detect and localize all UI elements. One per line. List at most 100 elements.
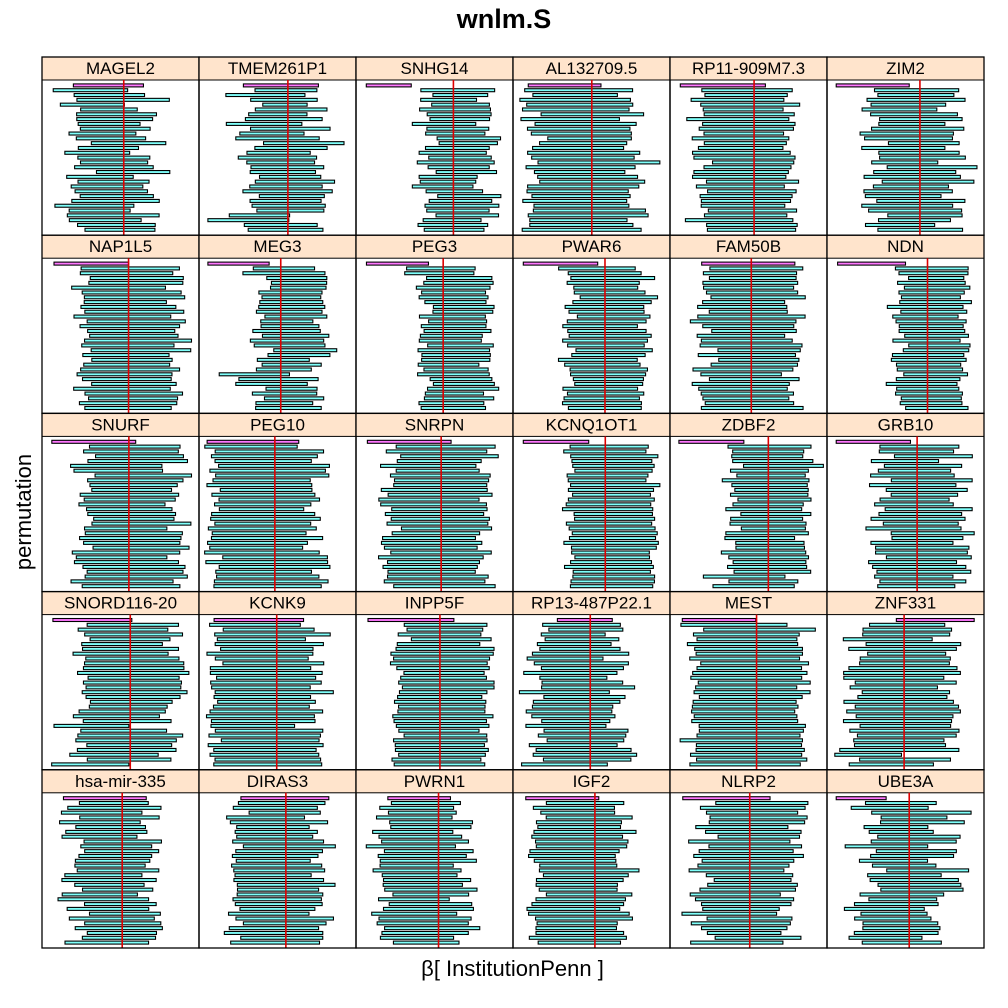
permutation-bar — [727, 564, 808, 569]
permutation-bar — [66, 213, 160, 218]
permutation-bar — [88, 396, 179, 401]
permutation-bar — [711, 160, 795, 165]
observed-bar — [895, 617, 975, 623]
permutation-bar — [252, 328, 321, 334]
permutation-bar — [219, 487, 313, 492]
permutation-bar — [79, 160, 149, 165]
panel-strip-label: TMEM261P1 — [228, 59, 327, 78]
permutation-bar — [384, 887, 478, 892]
permutation-bar — [406, 627, 484, 632]
permutation-bar — [547, 136, 632, 141]
permutation-bar — [84, 632, 184, 637]
permutation-bar — [403, 670, 485, 675]
permutation-bar — [540, 632, 606, 637]
permutation-bar — [210, 723, 296, 728]
permutation-bar — [692, 632, 800, 637]
permutation-bar — [859, 757, 951, 762]
permutation-bar — [65, 829, 148, 834]
permutation-bar — [572, 492, 651, 497]
permutation-bar — [572, 574, 656, 579]
permutation-bar — [898, 271, 969, 276]
permutation-bar — [382, 882, 463, 887]
permutation-bar — [395, 444, 496, 449]
permutation-bar — [520, 117, 620, 122]
permutation-bar — [870, 540, 954, 545]
permutation-bar — [59, 820, 141, 825]
permutation-bar — [868, 622, 946, 627]
permutation-bar — [563, 540, 659, 545]
permutation-bar — [398, 728, 480, 733]
permutation-bar — [80, 844, 153, 849]
permutation-bar — [396, 459, 482, 464]
permutation-bar — [712, 584, 795, 589]
panel-strip-label: KCNK9 — [249, 594, 306, 613]
permutation-bar — [82, 353, 170, 358]
permutation-bar — [79, 815, 160, 820]
observed-bar — [366, 439, 452, 444]
y-axis-label: permutation — [11, 453, 36, 571]
panel: GRB10 — [826, 412, 985, 593]
permutation-bar — [83, 300, 167, 305]
permutation-bar — [427, 165, 490, 170]
panel-strip-label: DIRAS3 — [247, 772, 308, 791]
panel: PWRN1 — [355, 769, 514, 949]
permutation-bar — [78, 853, 153, 859]
permutation-bar — [432, 381, 495, 386]
permutation-bar — [568, 536, 657, 541]
permutation-bar — [705, 829, 802, 834]
permutation-bar — [533, 203, 630, 208]
permutation-bar — [365, 844, 456, 849]
permutation-bar — [692, 367, 794, 372]
permutation-bar — [83, 540, 181, 545]
permutation-bar — [214, 642, 324, 647]
observed-bar — [207, 261, 270, 266]
permutation-bar — [529, 218, 628, 223]
permutation-bar — [92, 545, 190, 550]
permutation-bar — [233, 868, 326, 873]
permutation-bar — [535, 926, 618, 931]
permutation-bar — [843, 675, 945, 680]
permutation-bar — [81, 690, 188, 695]
permutation-bar — [862, 921, 939, 926]
panel-strip-label: PWAR6 — [562, 237, 622, 256]
permutation-bar — [87, 675, 180, 680]
permutation-bar — [854, 704, 960, 709]
permutation-bar — [543, 694, 626, 700]
permutation-bar — [697, 304, 788, 309]
permutation-bar — [702, 396, 790, 401]
permutation-bar — [899, 300, 972, 305]
permutation-bar — [379, 858, 477, 863]
permutation-bar — [74, 863, 146, 868]
observed-bar — [52, 617, 133, 623]
permutation-bar — [254, 145, 328, 151]
permutation-bar — [698, 694, 803, 700]
permutation-bar — [695, 747, 805, 752]
permutation-bar — [420, 405, 487, 411]
permutation-bar — [267, 353, 331, 358]
permutation-bar — [880, 887, 964, 892]
panel: PEG3 — [355, 234, 514, 415]
permutation-bar — [542, 622, 621, 627]
permutation-bar — [541, 680, 624, 685]
permutation-bar — [425, 189, 484, 194]
permutation-bar — [88, 444, 181, 449]
permutation-bar — [579, 295, 659, 300]
permutation-bar — [391, 757, 482, 762]
permutation-bar — [872, 564, 967, 569]
permutation-bar — [398, 690, 488, 695]
permutation-bar — [79, 271, 174, 276]
permutation-bar — [574, 516, 656, 521]
permutation-bar — [424, 203, 500, 208]
permutation-bar — [64, 873, 143, 878]
permutation-bar — [420, 97, 478, 102]
permutation-bar — [87, 328, 176, 334]
observed-bar — [213, 617, 305, 623]
permutation-bar — [85, 656, 180, 661]
permutation-bar — [562, 324, 638, 329]
permutation-bar — [727, 444, 812, 449]
permutation-bar — [243, 222, 318, 228]
permutation-bar — [77, 179, 150, 184]
permutation-bar — [218, 507, 305, 512]
permutation-bar — [875, 849, 957, 854]
permutation-bar — [861, 690, 951, 695]
